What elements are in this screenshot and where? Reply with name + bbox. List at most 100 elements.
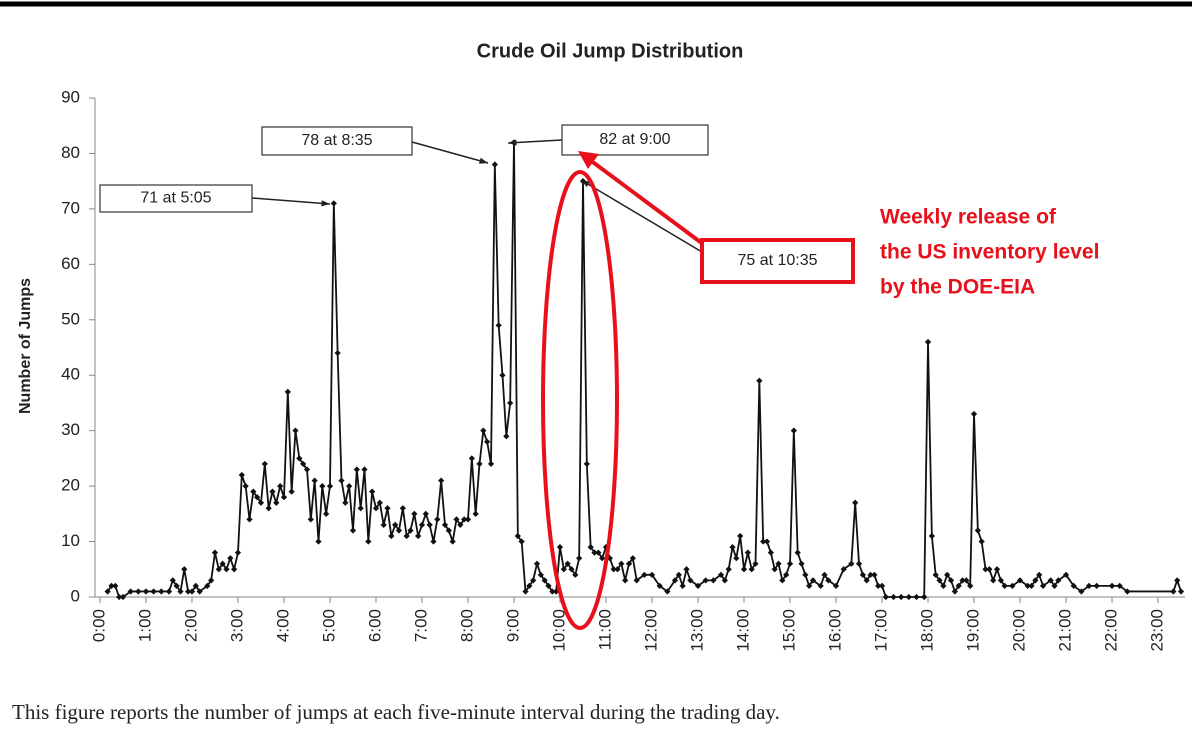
x-tick-label: 14:00 (733, 609, 752, 652)
data-point (786, 560, 794, 567)
data-point (484, 438, 491, 445)
x-tick-label: 7:00 (411, 609, 430, 642)
data-point (338, 477, 345, 484)
data-point (556, 543, 564, 551)
arrow-head (508, 139, 517, 146)
data-point (756, 377, 763, 384)
data-point (449, 538, 456, 545)
data-point (641, 571, 648, 578)
data-point (1036, 571, 1043, 578)
data-point (288, 488, 295, 495)
data-point (863, 577, 870, 584)
data-point (583, 460, 590, 468)
data-point (599, 555, 606, 562)
y-tick-label: 0 (71, 586, 80, 605)
data-point (445, 527, 452, 534)
y-tick-label: 90 (61, 87, 80, 106)
data-point (656, 582, 663, 590)
data-point (292, 427, 299, 434)
highlight-arrow-head (578, 151, 599, 169)
callout-label: 78 at 8:35 (301, 132, 372, 149)
data-point (1174, 577, 1181, 584)
x-tick-label: 6:00 (365, 609, 384, 642)
data-point (905, 593, 912, 601)
data-point (974, 527, 981, 534)
data-point (576, 555, 583, 562)
data-point (771, 566, 778, 573)
data-point (300, 460, 307, 468)
data-point (587, 543, 594, 551)
data-point (1170, 588, 1177, 595)
data-point (572, 571, 579, 578)
data-point (269, 488, 276, 495)
data-point (932, 571, 939, 578)
data-point (875, 582, 882, 590)
data-point (683, 566, 690, 573)
arrow-head (479, 157, 488, 164)
data-point (468, 455, 475, 462)
data-point (779, 577, 786, 584)
data-point (518, 538, 525, 545)
highlight-ellipse (541, 170, 619, 630)
data-point (1028, 582, 1035, 590)
data-point (997, 577, 1004, 584)
x-tick-label: 4:00 (273, 609, 292, 642)
data-point (832, 582, 840, 590)
y-tick-label: 80 (61, 143, 80, 162)
data-point (438, 477, 445, 484)
data-point (944, 571, 951, 578)
data-point (614, 566, 621, 573)
data-point (537, 571, 544, 578)
data-point (1016, 577, 1024, 584)
arrow-head (321, 200, 330, 207)
data-point (710, 577, 717, 584)
data-point (273, 499, 280, 506)
x-tick-label: 17:00 (871, 609, 890, 652)
data-point (361, 466, 368, 473)
x-tick-label: 0:00 (89, 609, 108, 642)
x-tick-label: 10:00 (549, 609, 568, 652)
data-point (821, 571, 828, 578)
x-tick-label: 23:00 (1148, 609, 1167, 652)
data-point (848, 560, 855, 567)
data-point (311, 477, 318, 484)
data-point (1070, 582, 1077, 590)
data-point (265, 505, 272, 512)
data-point (990, 577, 997, 584)
data-point (342, 499, 349, 506)
data-point (507, 399, 514, 407)
data-point (503, 433, 510, 440)
data-point (959, 577, 966, 584)
highlight-arrow (588, 158, 705, 246)
data-point (951, 588, 958, 595)
data-point (476, 460, 483, 468)
data-point (526, 582, 533, 590)
x-tick-label: 19:00 (964, 609, 983, 652)
data-point (399, 505, 406, 512)
data-point (1124, 588, 1131, 595)
data-point (752, 560, 759, 567)
data-point (219, 560, 226, 567)
data-point (208, 577, 215, 584)
callout-box (261, 126, 413, 156)
x-tick-label: 15:00 (779, 609, 798, 652)
data-point (395, 527, 403, 534)
y-tick-label: 60 (61, 254, 80, 273)
x-tick-label: 11:00 (595, 609, 614, 650)
data-point (955, 582, 962, 590)
highlight-note: by the DOE-EIA (880, 276, 1035, 299)
data-point (514, 532, 521, 540)
callout-box (561, 124, 709, 156)
data-point (1116, 582, 1123, 590)
x-tick-label: 5:00 (319, 609, 338, 642)
highlight-note: the US inventory level (880, 241, 1099, 264)
data-point (280, 494, 288, 501)
data-point (817, 582, 824, 590)
y-tick-label: 70 (61, 198, 80, 217)
data-point (595, 549, 602, 556)
data-point (967, 582, 974, 590)
data-point (790, 427, 797, 434)
data-point (871, 571, 878, 578)
x-tick-label: 2:00 (181, 609, 200, 642)
data-point (487, 460, 495, 468)
